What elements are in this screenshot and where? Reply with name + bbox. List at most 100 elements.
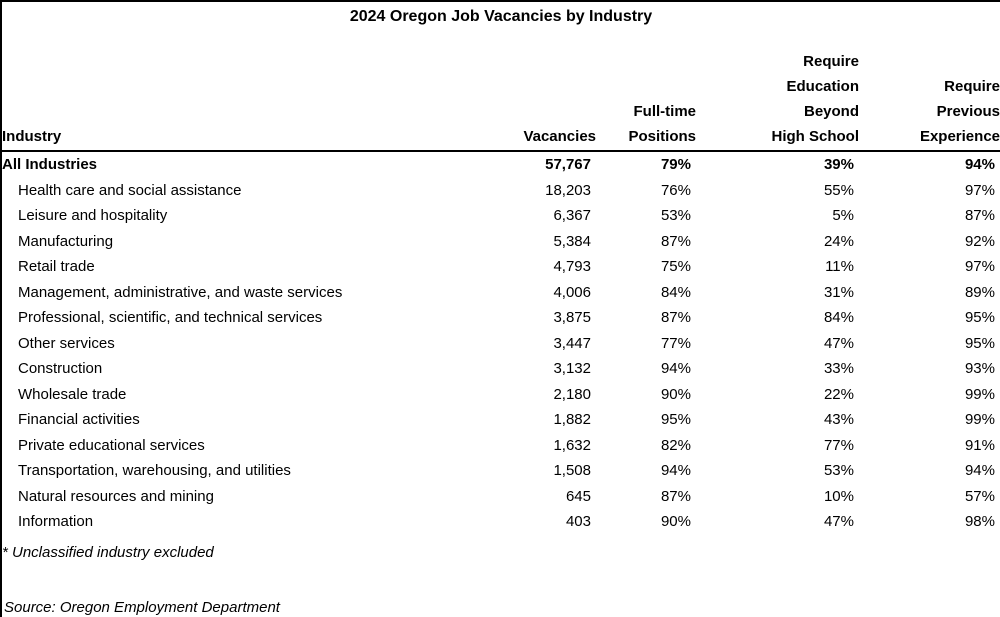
header-education-beyond-hs: Require Education Beyond High School [696,28,859,152]
education-cell: 11% [825,258,854,275]
header-fulltime-positions: Full-time Positions [596,28,696,152]
fulltime-cell: 87% [660,232,691,250]
table-body: All Industries 57,767 79% 39% 94% Health… [2,151,1000,535]
vacancies-cell: 403 [565,513,591,530]
education-cell: 22% [823,385,854,403]
header-row: Industry Vacancies Full-time Positions R… [2,28,1000,152]
industry-cell: All Industries [2,156,98,173]
table-row: Private educational services 1,632 82% 7… [2,433,1000,459]
experience-cell: 91% [964,436,995,454]
fulltime-cell: 94% [660,360,691,377]
table-row: All Industries 57,767 79% 39% 94% [2,151,1000,178]
fulltime-cell: 87% [660,309,691,326]
table-row: Professional, scientific, and technical … [2,305,1000,331]
fulltime-cell: 90% [660,385,691,403]
table-row: Construction 3,132 94% 33% 93% [2,356,1000,382]
education-cell: 77% [823,436,854,454]
table-row: Health care and social assistance 18,203… [2,178,1000,204]
industry-cell: Construction [18,360,103,377]
vacancies-cell: 4,793 [553,258,591,275]
vacancies-cell: 3,447 [553,334,591,352]
industry-cell: Information [18,513,94,530]
education-cell: 33% [823,360,854,377]
vacancies-cell: 1,508 [553,462,591,479]
education-cell: 47% [823,334,854,352]
experience-cell: 93% [964,360,995,377]
vacancies-cell: 1,882 [553,411,591,428]
education-cell: 53% [823,462,854,479]
table-row: Wholesale trade 2,180 90% 22% 99% [2,382,1000,408]
table-row: Manufacturing 5,384 87% 24% 92% [2,229,1000,255]
table-row: Transportation, warehousing, and utiliti… [2,458,1000,484]
fulltime-cell: 77% [660,334,691,352]
fulltime-cell: 53% [660,207,691,224]
vacancies-cell: 2,180 [553,385,591,403]
education-cell: 43% [823,411,854,428]
table-row: Financial activities 1,882 95% 43% 99% [2,407,1000,433]
experience-cell: 57% [964,487,995,505]
industry-cell: Management, administrative, and waste se… [18,283,343,301]
experience-cell: 99% [964,385,995,403]
industry-cell: Private educational services [18,436,205,454]
education-cell: 55% [823,181,854,199]
table-row: Natural resources and mining 645 87% 10%… [2,484,1000,510]
header-industry: Industry [2,28,462,152]
experience-cell: 95% [964,334,995,352]
fulltime-cell: 94% [660,462,691,479]
experience-cell: 97% [964,258,995,275]
vacancy-table: Industry Vacancies Full-time Positions R… [2,28,1000,535]
education-cell: 47% [823,513,854,530]
experience-cell: 99% [964,411,995,428]
fulltime-cell: 76% [660,181,691,199]
header-vacancies: Vacancies [462,28,596,152]
experience-cell: 92% [964,232,995,250]
experience-cell: 94% [964,156,995,173]
industry-cell: Wholesale trade [18,385,127,403]
industry-cell: Professional, scientific, and technical … [18,309,323,326]
experience-cell: 98% [964,513,995,530]
footnote: * Unclassified industry excluded [2,543,214,561]
vacancies-cell: 6,367 [553,207,591,224]
vacancies-cell: 57,767 [545,156,591,173]
industry-cell: Other services [18,334,115,352]
vacancies-cell: 1,632 [553,436,591,454]
vacancies-cell: 4,006 [553,283,591,301]
fulltime-cell: 95% [660,411,691,428]
table-row: Other services 3,447 77% 47% 95% [2,331,1000,357]
experience-cell: 87% [964,207,995,224]
table-header: Industry Vacancies Full-time Positions R… [2,28,1000,152]
education-cell: 5% [832,207,854,224]
experience-cell: 95% [964,309,995,326]
vacancies-cell: 5,384 [553,232,591,250]
industry-cell: Retail trade [18,258,95,275]
fulltime-cell: 84% [660,283,691,301]
education-cell: 10% [823,487,854,505]
fulltime-cell: 87% [660,487,691,505]
fulltime-cell: 79% [660,156,691,173]
industry-cell: Manufacturing [18,232,114,250]
fulltime-cell: 75% [660,258,691,275]
vacancies-cell: 645 [565,487,591,505]
experience-cell: 97% [964,181,995,199]
page-title: 2024 Oregon Job Vacancies by Industry [349,8,653,25]
experience-cell: 94% [964,462,995,479]
industry-cell: Health care and social assistance [18,181,242,199]
industry-cell: Leisure and hospitality [18,207,168,224]
experience-cell: 89% [964,283,995,301]
education-cell: 24% [823,232,854,250]
vacancies-cell: 3,875 [553,309,591,326]
education-cell: 84% [823,309,854,326]
industry-cell: Natural resources and mining [18,487,214,505]
industry-cell: Transportation, warehousing, and utiliti… [18,462,291,479]
vacancies-cell: 3,132 [553,360,591,377]
fulltime-cell: 82% [660,436,691,454]
education-cell: 31% [823,283,854,301]
vacancies-cell: 18,203 [545,181,591,199]
fulltime-cell: 90% [660,513,691,530]
table-row: Leisure and hospitality 6,367 53% 5% 87% [2,203,1000,229]
table-row: Management, administrative, and waste se… [2,280,1000,306]
table-row: Information 403 90% 47% 98% [2,509,1000,535]
education-cell: 39% [823,156,854,173]
table-row: Retail trade 4,793 75% 11% 97% [2,254,1000,280]
